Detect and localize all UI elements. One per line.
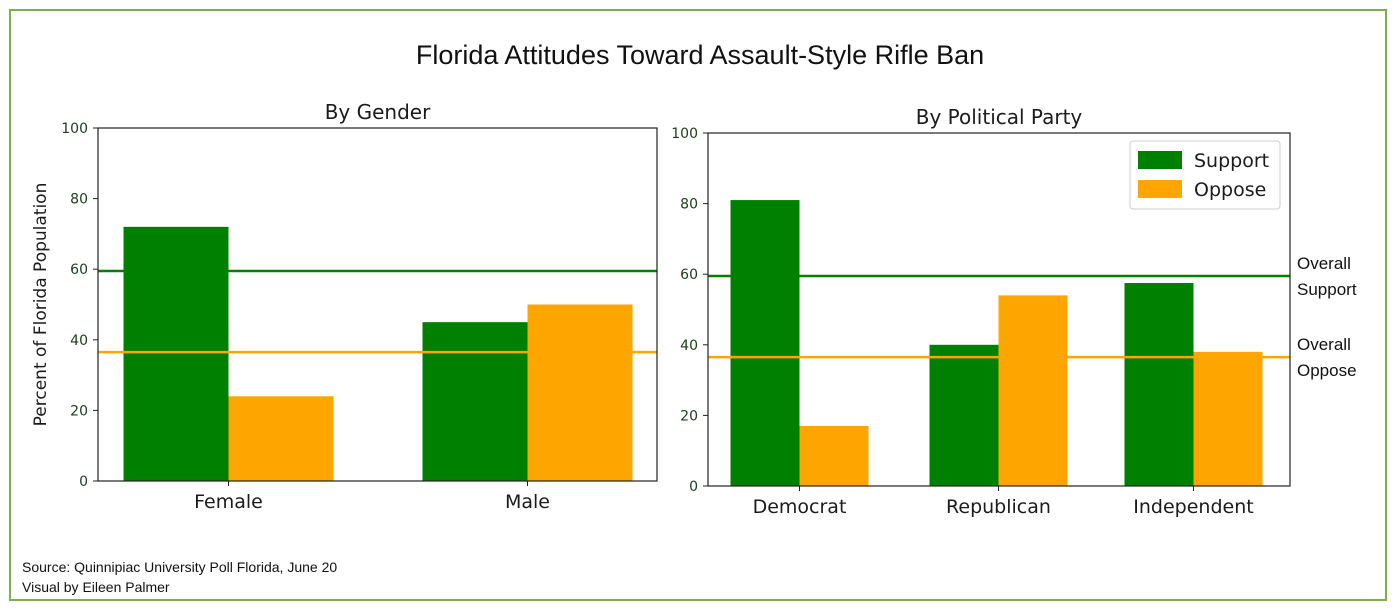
y-tick-label: 0 [79,474,88,490]
y-tick-label: 80 [70,192,88,208]
overall-oppose-label: Overall [1297,335,1351,354]
y-tick-label: 20 [680,408,698,424]
source-line: Source: Quinnipiac University Poll Flori… [22,559,338,575]
bar-oppose-republican [998,295,1068,486]
y-tick-label: 0 [689,479,698,495]
y-tick-label: 40 [680,338,698,354]
bar-oppose-female [228,396,334,481]
y-tick-label: 80 [680,197,698,213]
bar-oppose-independent [1193,351,1263,486]
plot-area-frame [97,127,658,482]
bar-support-democrat [730,200,800,486]
x-tick-label-independent: Independent [1133,496,1253,518]
x-tick-label-democrat: Democrat [753,496,847,518]
x-tick-label-republican: Republican [946,496,1051,518]
bar-support-independent [1124,283,1194,486]
subplot-title-gender: By Gender [325,100,431,124]
source-note: Source: Quinnipiac University Poll Flori… [22,557,337,597]
credit-line: Visual by Eileen Palmer [22,579,170,595]
bar-oppose-democrat [799,425,869,486]
subplot-title-party: By Political Party [916,105,1083,129]
y-tick-label: 40 [70,333,88,349]
x-tick-label-male: Male [505,491,550,513]
bar-support-male [422,322,528,481]
legend-label-support: Support [1194,150,1269,172]
bar-oppose-male [527,304,633,481]
y-tick-label: 100 [61,121,88,137]
bar-support-republican [929,344,999,486]
plot-area-frame [707,132,1291,487]
legend-label-oppose: Oppose [1194,179,1266,201]
y-tick-label: 20 [70,403,88,419]
bar-support-female [123,226,229,481]
y-tick-label: 100 [671,126,698,142]
overall-support-label: Support [1297,280,1357,299]
main-title: Florida Attitudes Toward Assault-Style R… [415,40,985,70]
y-tick-label: 60 [680,267,698,283]
x-tick-label-female: Female [194,491,263,513]
legend-swatch-support [1138,151,1182,169]
overall-support-label: Overall [1297,254,1351,273]
y-axis-label: Percent of Florida Population [31,183,51,427]
overall-oppose-label: Oppose [1297,361,1357,380]
legend-swatch-oppose [1138,180,1182,198]
y-tick-label: 60 [70,262,88,278]
